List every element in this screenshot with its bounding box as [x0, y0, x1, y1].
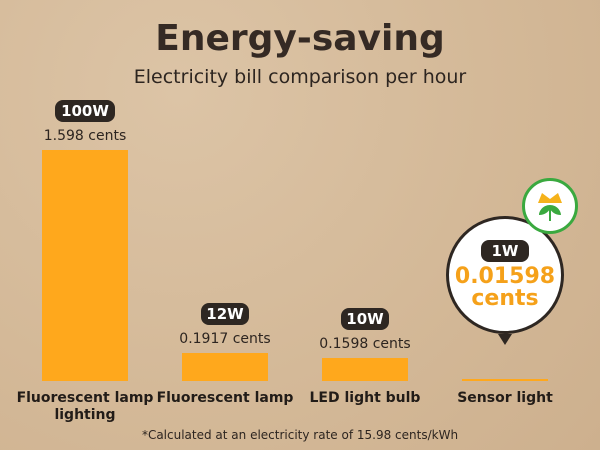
- bar: [182, 353, 268, 381]
- value-label: 0.01598 cents: [454, 264, 556, 311]
- value-label: 0.1598 cents: [319, 335, 411, 352]
- value-label: 1.598 cents: [43, 128, 127, 144]
- x-tick-label: Fluorescent lamp lighting: [16, 390, 154, 423]
- crown-icon: [538, 193, 562, 221]
- wattage-label: 1W: [481, 240, 529, 262]
- winner-badge: [522, 178, 578, 234]
- x-tick-label: Fluorescent lamp: [156, 390, 294, 406]
- x-tick-label: LED light bulb: [309, 390, 421, 406]
- wattage-label: 100W: [55, 100, 115, 122]
- bar: [462, 378, 548, 381]
- bubble-pointer: [498, 334, 512, 345]
- chart-subtitle: Electricity bill comparison per hour: [133, 66, 467, 88]
- footnote: *Calculated at an electricity rate of 15…: [141, 428, 459, 442]
- highlight-bubble: [446, 216, 564, 334]
- bar: [42, 150, 128, 381]
- bar: [322, 357, 408, 381]
- chart-title: Energy-saving: [155, 18, 445, 59]
- wattage-label: 12W: [201, 303, 249, 326]
- x-tick-label: Sensor light: [457, 390, 553, 406]
- value-label: 0.1917 cents: [179, 331, 271, 348]
- wattage-label: 10W: [341, 307, 389, 330]
